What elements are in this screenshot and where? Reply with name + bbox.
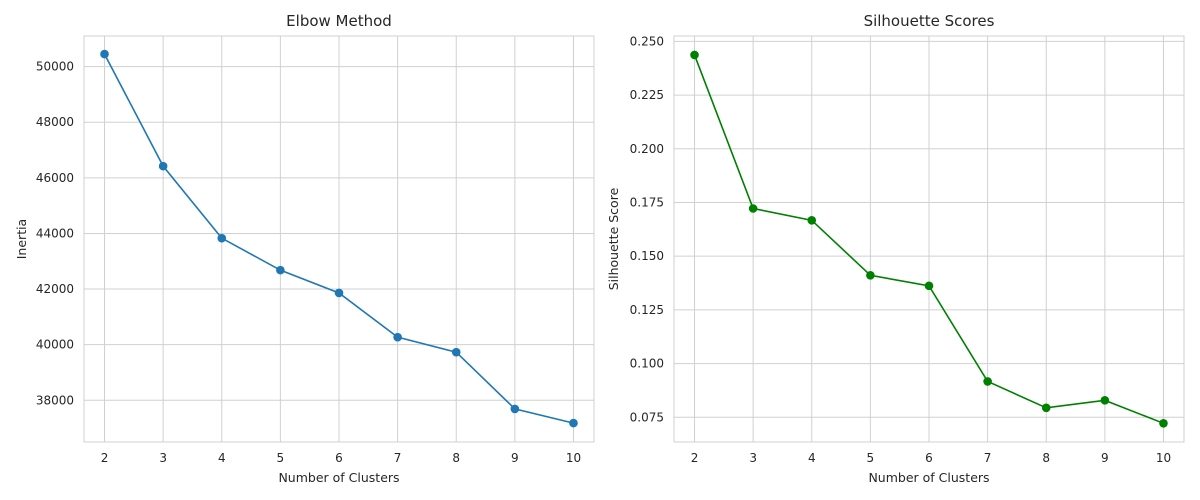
y-axis-label: Silhouette Score [606, 187, 621, 290]
data-point [807, 216, 817, 225]
x-tick-label: 4 [218, 451, 226, 465]
x-gridlines [104, 36, 574, 442]
x-tick-label: 2 [101, 451, 109, 465]
plot-frame [83, 35, 595, 443]
x-axis-label: Number of Clusters [868, 470, 989, 485]
x-tick-label: 3 [159, 451, 167, 465]
data-point [866, 271, 875, 280]
y-tick-label: 0.075 [630, 410, 664, 424]
silhouette-chart: 2 3 4 5 6 7 8 9 10 0.075 0.100 0.125 0.150 0.175 0.20… [606, 12, 1185, 485]
y-axis-label: Inertia [14, 219, 29, 259]
data-point [100, 49, 109, 59]
y-tick-label: 0.250 [630, 34, 664, 48]
y-tick-label: 0.125 [630, 303, 664, 317]
series-layer [690, 50, 1168, 428]
x-tick-labels: 2 3 4 5 6 7 8 9 10 [101, 451, 581, 465]
y-tick-label: 0.150 [630, 249, 664, 263]
data-point [1041, 403, 1051, 413]
y-gridlines [84, 66, 594, 401]
data-point [451, 347, 461, 357]
data-point [217, 233, 227, 243]
series-layer [100, 49, 578, 428]
x-tick-label: 9 [1101, 451, 1109, 465]
y-tick-labels: 38000 40000 42000 44000 46000 48000 50000 [36, 60, 74, 408]
y-tick-label: 38000 [36, 393, 74, 407]
x-axis-label: Number of Clusters [278, 470, 399, 485]
y-tick-label: 0.100 [630, 357, 664, 371]
y-tick-label: 50000 [36, 60, 74, 74]
data-point [983, 377, 992, 386]
y-tick-label: 40000 [36, 338, 74, 352]
y-tick-label: 46000 [36, 171, 74, 185]
x-tick-label: 8 [452, 451, 460, 465]
x-tick-label: 10 [1156, 451, 1171, 465]
elbow-chart: 2 3 4 5 6 7 8 9 10 38000 40000 42000 44000 46000 4800… [14, 12, 595, 485]
x-tick-label: 3 [749, 451, 757, 465]
chart-title: Silhouette Scores [864, 12, 995, 30]
x-tick-label: 6 [335, 451, 343, 465]
plot-frame [673, 35, 1185, 443]
chart-title: Elbow Method [286, 12, 392, 30]
x-tick-label: 9 [511, 451, 519, 465]
x-tick-label: 6 [925, 451, 933, 465]
x-tick-label: 7 [394, 451, 402, 465]
data-point [334, 288, 344, 298]
y-tick-label: 0.200 [630, 142, 664, 156]
data-point [393, 332, 402, 342]
y-tick-label: 0.225 [630, 88, 664, 102]
data-point [748, 204, 758, 213]
y-tick-label: 48000 [36, 115, 74, 129]
y-tick-label: 44000 [36, 226, 74, 240]
x-tick-label: 2 [691, 451, 699, 465]
data-point [158, 161, 168, 171]
data-point [1159, 419, 1168, 428]
x-gridlines [694, 36, 1164, 442]
x-tick-label: 5 [277, 451, 285, 465]
x-tick-label: 8 [1042, 451, 1050, 465]
y-tick-label: 0.175 [630, 195, 664, 209]
y-tick-label: 42000 [36, 282, 74, 296]
data-point [510, 404, 520, 414]
x-tick-labels: 2 3 4 5 6 7 8 9 10 [691, 451, 1171, 465]
y-gridlines [674, 40, 1184, 418]
y-tick-labels: 0.075 0.100 0.125 0.150 0.175 0.200 0.225 0.250 [630, 34, 664, 424]
data-point [276, 265, 285, 275]
data-point [1100, 396, 1110, 405]
x-tick-label: 4 [808, 451, 816, 465]
data-point [924, 281, 934, 291]
x-tick-label: 5 [867, 451, 875, 465]
x-tick-label: 10 [566, 451, 581, 465]
x-tick-label: 7 [984, 451, 992, 465]
data-point [569, 418, 578, 428]
data-point [690, 50, 699, 60]
